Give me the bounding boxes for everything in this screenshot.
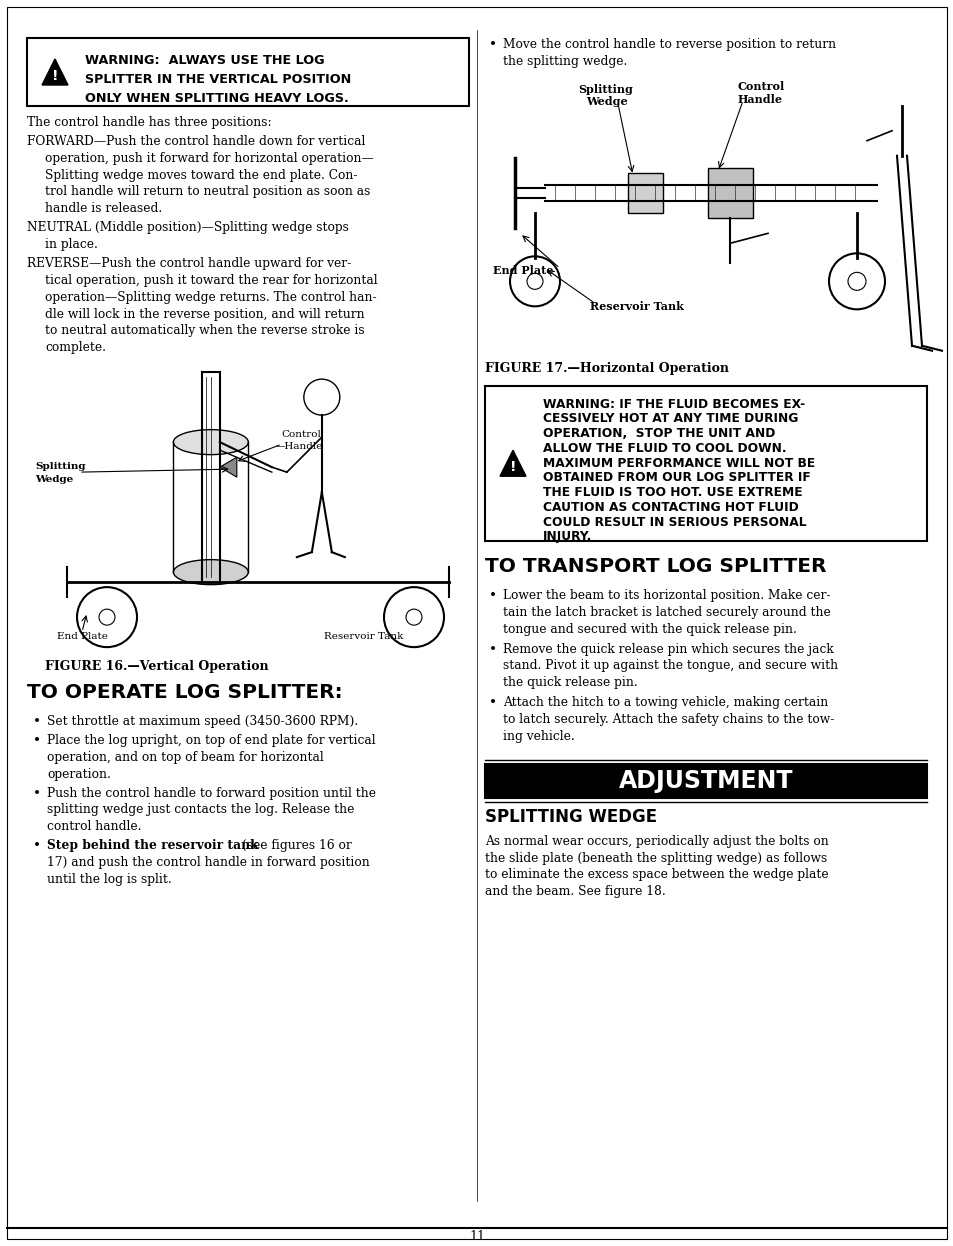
Text: COULD RESULT IN SERIOUS PERSONAL: COULD RESULT IN SERIOUS PERSONAL [542,516,806,528]
Text: to neutral automatically when the reverse stroke is: to neutral automatically when the revers… [45,324,364,338]
Text: tain the latch bracket is latched securely around the: tain the latch bracket is latched secure… [502,606,830,619]
Text: complete.: complete. [45,341,106,354]
Text: Splitting: Splitting [35,462,86,471]
Text: ing vehicle.: ing vehicle. [502,730,574,743]
Text: INJURY.: INJURY. [542,531,592,543]
Bar [484,386,926,541]
Text: SPLITTER IN THE VERTICAL POSITION: SPLITTER IN THE VERTICAL POSITION [85,74,351,86]
Text: CESSIVELY HOT AT ANY TIME DURING: CESSIVELY HOT AT ANY TIME DURING [542,412,798,425]
Text: •: • [489,643,497,657]
Text: Splitting wedge moves toward the end plate. Con-: Splitting wedge moves toward the end pla… [45,168,357,182]
Text: 17) and push the control handle in forward position: 17) and push the control handle in forwa… [47,856,370,868]
Text: !: ! [51,69,58,83]
Text: •: • [33,734,41,748]
Text: FIGURE 16.—Vertical Operation: FIGURE 16.—Vertical Operation [45,660,269,673]
Text: ONLY WHEN SPLITTING HEAVY LOGS.: ONLY WHEN SPLITTING HEAVY LOGS. [85,92,349,106]
Text: operation, and on top of beam for horizontal: operation, and on top of beam for horizo… [47,751,323,764]
Text: Wedge: Wedge [35,475,73,485]
Text: As normal wear occurs, periodically adjust the bolts on: As normal wear occurs, periodically adju… [484,835,828,847]
Text: TO OPERATE LOG SPLITTER:: TO OPERATE LOG SPLITTER: [27,683,342,701]
Text: Set throttle at maximum speed (3450-3600 RPM).: Set throttle at maximum speed (3450-3600… [47,715,358,728]
Text: control handle.: control handle. [47,820,141,834]
Text: Lower the beam to its horizontal position. Make cer-: Lower the beam to its horizontal positio… [502,589,830,602]
Text: TO TRANSPORT LOG SPLITTER: TO TRANSPORT LOG SPLITTER [484,557,825,576]
Text: !: ! [509,460,516,475]
Text: in place.: in place. [45,238,98,250]
Text: the splitting wedge.: the splitting wedge. [502,55,627,67]
Text: FIGURE 17.—Horizontal Operation: FIGURE 17.—Horizontal Operation [484,361,728,375]
Text: to latch securely. Attach the safety chains to the tow-: to latch securely. Attach the safety cha… [502,713,834,726]
Text: the quick release pin.: the quick release pin. [502,677,638,689]
Text: Handle: Handle [738,93,782,105]
Text: Attach the hitch to a towing vehicle, making certain: Attach the hitch to a towing vehicle, ma… [502,697,827,709]
Text: FORWARD—Push the control handle down for vertical: FORWARD—Push the control handle down for… [27,135,365,148]
Bar [707,168,752,218]
Text: stand. Pivot it up against the tongue, and secure with: stand. Pivot it up against the tongue, a… [502,659,838,673]
Text: tongue and secured with the quick release pin.: tongue and secured with the quick releas… [502,623,796,635]
Text: •: • [489,37,497,52]
Text: Reservoir Tank: Reservoir Tank [324,632,403,642]
Text: Control: Control [281,430,321,439]
Text: OPERATION,  STOP THE UNIT AND: OPERATION, STOP THE UNIT AND [542,427,775,440]
Bar [27,37,469,106]
Text: ALLOW THE FLUID TO COOL DOWN.: ALLOW THE FLUID TO COOL DOWN. [542,442,786,455]
Text: Control: Control [738,81,784,92]
Text: (see figures 16 or: (see figures 16 or [237,839,351,852]
Bar [627,173,662,213]
Text: to eliminate the excess space between the wedge plate: to eliminate the excess space between th… [484,868,828,881]
Text: •: • [33,839,41,854]
Text: Place the log upright, on top of end plate for vertical: Place the log upright, on top of end pla… [47,734,375,746]
Text: 11: 11 [469,1230,484,1242]
Text: Push the control handle to forward position until the: Push the control handle to forward posit… [47,786,375,800]
Text: CAUTION AS CONTACTING HOT FLUID: CAUTION AS CONTACTING HOT FLUID [542,501,798,513]
Polygon shape [42,59,68,85]
Text: MAXIMUM PERFORMANCE WILL NOT BE: MAXIMUM PERFORMANCE WILL NOT BE [542,456,815,470]
Polygon shape [499,450,525,476]
Text: WARNING:  ALWAYS USE THE LOG: WARNING: ALWAYS USE THE LOG [85,54,324,66]
Text: OBTAINED FROM OUR LOG SPLITTER IF: OBTAINED FROM OUR LOG SPLITTER IF [542,471,810,485]
Text: operation.: operation. [47,768,111,781]
Text: •: • [33,715,41,729]
Text: tical operation, push it toward the rear for horizontal: tical operation, push it toward the rear… [45,274,377,287]
Text: splitting wedge just contacts the log. Release the: splitting wedge just contacts the log. R… [47,804,354,816]
Text: NEUTRAL (Middle position)—Splitting wedge stops: NEUTRAL (Middle position)—Splitting wedg… [27,222,349,234]
Text: Wedge: Wedge [585,96,627,107]
Text: SPLITTING WEDGE: SPLITTING WEDGE [484,807,657,826]
Text: handle is released.: handle is released. [45,202,162,216]
Ellipse shape [173,430,248,455]
Text: End Plate: End Plate [57,632,108,642]
Text: •: • [33,786,41,801]
Text: The control handle has three positions:: The control handle has three positions: [27,116,272,130]
Text: WARNING: IF THE FLUID BECOMES EX-: WARNING: IF THE FLUID BECOMES EX- [542,397,804,410]
Text: operation—Splitting wedge returns. The control han-: operation—Splitting wedge returns. The c… [45,290,376,304]
Text: •: • [489,697,497,710]
Text: operation, push it forward for horizontal operation—: operation, push it forward for horizonta… [45,152,374,164]
Text: until the log is split.: until the log is split. [47,873,172,886]
Text: dle will lock in the reverse position, and will return: dle will lock in the reverse position, a… [45,308,364,320]
Text: ADJUSTMENT: ADJUSTMENT [618,769,792,792]
Text: and the beam. See figure 18.: and the beam. See figure 18. [484,886,665,898]
Text: —Handle: —Handle [274,442,323,451]
Text: Reservoir Tank: Reservoir Tank [589,302,683,313]
Text: REVERSE—Push the control handle upward for ver-: REVERSE—Push the control handle upward f… [27,257,351,270]
Text: the slide plate (beneath the splitting wedge) as follows: the slide plate (beneath the splitting w… [484,851,826,865]
Text: Move the control handle to reverse position to return: Move the control handle to reverse posit… [502,37,835,51]
Text: End Plate: End Plate [493,265,553,277]
Bar [484,764,926,797]
Text: Step behind the reservoir tank: Step behind the reservoir tank [47,839,258,852]
Text: Remove the quick release pin which secures the jack: Remove the quick release pin which secur… [502,643,833,655]
Polygon shape [219,457,236,477]
Text: Splitting: Splitting [578,83,632,95]
Ellipse shape [173,559,248,584]
Text: •: • [489,589,497,603]
Text: trol handle will return to neutral position as soon as: trol handle will return to neutral posit… [45,186,370,198]
Text: THE FLUID IS TOO HOT. USE EXTREME: THE FLUID IS TOO HOT. USE EXTREME [542,486,801,500]
